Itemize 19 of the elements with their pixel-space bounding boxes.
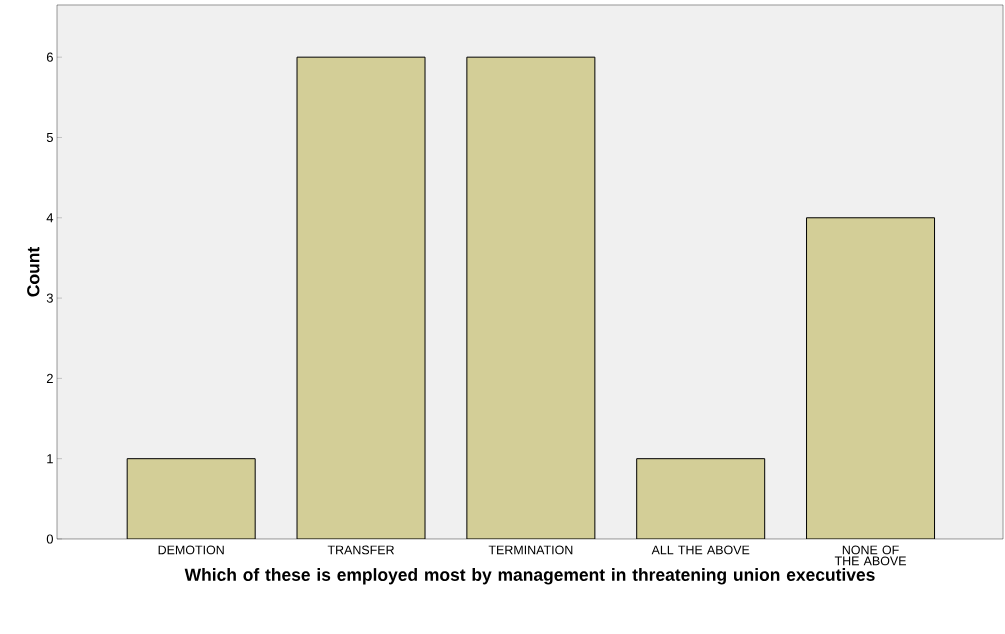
y-tick-label: 1 (47, 454, 53, 464)
y-axis-title: Count (27, 247, 40, 297)
y-tick-label: 4 (46, 213, 54, 223)
y-tick-label: 6 (46, 52, 53, 62)
y-tick-label: 2 (46, 373, 53, 383)
x-tick-label: DEMOTION (158, 545, 224, 555)
x-axis-title: Which of these is employed most by management in threatening union executives (184, 568, 875, 585)
x-tick-label: NONE OF THE ABOVE (834, 545, 906, 566)
bar (466, 56, 596, 539)
bar (636, 458, 766, 539)
y-tick-label: 5 (46, 132, 53, 142)
x-tick-label: ALL THE ABOVE (651, 545, 750, 555)
y-tick-label: 3 (46, 293, 53, 303)
bar (127, 458, 256, 539)
bar (806, 217, 936, 539)
x-tick-label: TERMINATION (488, 545, 573, 555)
bar (296, 56, 426, 539)
y-tick-label: 0 (46, 534, 53, 544)
x-tick-label: TRANSFER (327, 545, 395, 555)
